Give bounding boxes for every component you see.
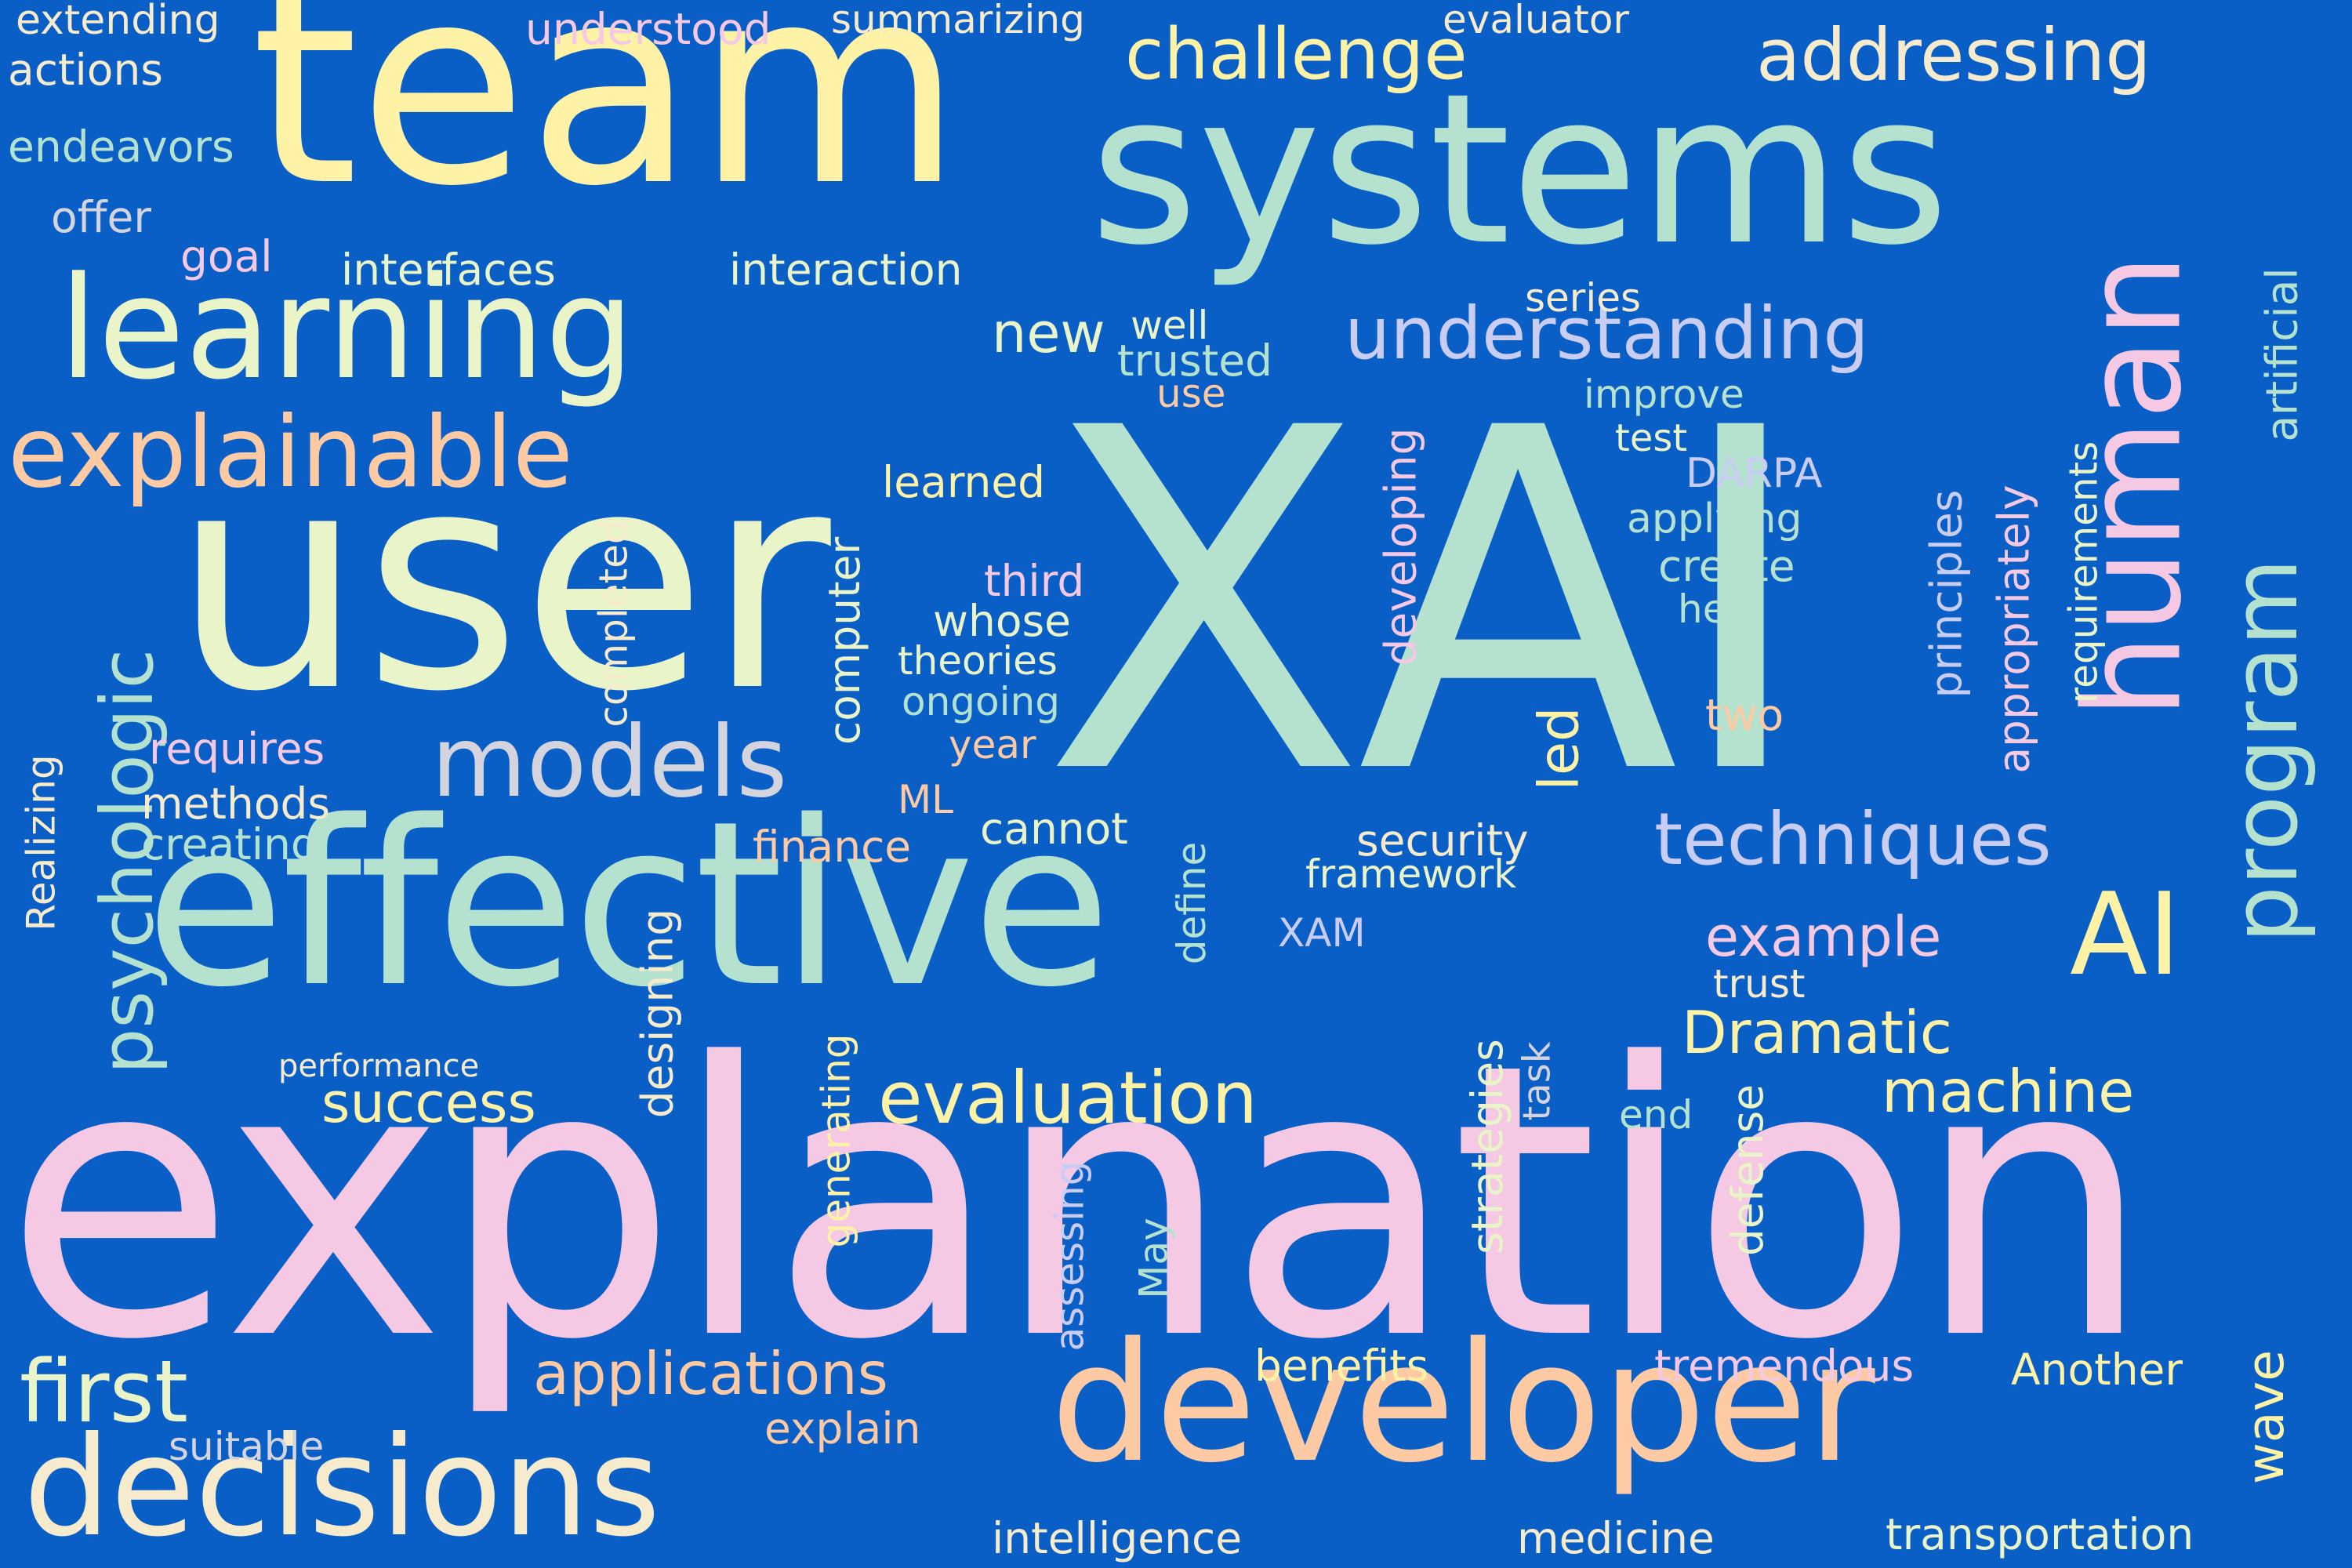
word-completed: completed xyxy=(590,519,637,728)
word-darpa: DARPA xyxy=(1686,450,1823,497)
word-test: test xyxy=(1615,416,1688,460)
word-use: use xyxy=(1156,371,1226,416)
word-led: led xyxy=(1526,706,1592,791)
word-another: Another xyxy=(2011,1345,2183,1395)
word-two: two xyxy=(1705,690,1784,740)
word-explainable: explainable xyxy=(8,396,573,510)
word-challenge: challenge xyxy=(1125,13,1468,96)
word-ml: ML xyxy=(898,777,953,822)
word-year: year xyxy=(949,722,1036,768)
word-explain: explain xyxy=(764,1403,921,1454)
word-define: define xyxy=(1169,841,1215,965)
word-explanation: explanation xyxy=(4,984,2153,1422)
word-appropriately: appropriately xyxy=(1988,485,2039,774)
word-learned: learned xyxy=(882,457,1046,507)
word-computer: computer xyxy=(819,536,870,746)
word-trust: trust xyxy=(1713,961,1806,1007)
word-whose: whose xyxy=(933,596,1071,646)
word-offer: offer xyxy=(51,192,151,242)
word-first: first xyxy=(20,1341,188,1442)
word-success: success xyxy=(321,1071,536,1135)
word-suitable: suitable xyxy=(169,1424,325,1469)
word-create: create xyxy=(1658,541,1795,591)
word-learning: learning xyxy=(59,247,635,411)
word-systems: systems xyxy=(1090,49,1950,291)
word-designing: designing xyxy=(632,908,683,1119)
word-medicine: medicine xyxy=(1517,1513,1715,1563)
word-interfaces: interfaces xyxy=(341,245,556,295)
word-dramatic: Dramatic xyxy=(1682,998,1953,1067)
word-performance: performance xyxy=(278,1048,480,1084)
word-improve: improve xyxy=(1584,372,1744,417)
word-help: help xyxy=(1678,586,1763,632)
word-requirements: requirements xyxy=(2060,441,2107,704)
word-xam: XAM xyxy=(1278,910,1366,956)
word-may: May xyxy=(1131,1218,1177,1299)
word-assessing: assessing xyxy=(1047,1160,1093,1352)
word-interaction: interaction xyxy=(729,245,963,295)
word-ongoing: ongoing xyxy=(902,679,1060,724)
word-decisions: decisions xyxy=(24,1408,661,1567)
word-applying: applying xyxy=(1627,495,1802,543)
word-requires: requires xyxy=(149,724,325,774)
word-endeavors: endeavors xyxy=(8,122,234,172)
word-goal: goal xyxy=(180,231,273,281)
word-machine: machine xyxy=(1882,1057,2135,1126)
word-understanding: understanding xyxy=(1345,292,1869,376)
word-realizing: Realizing xyxy=(18,754,64,931)
word-third: third xyxy=(984,556,1085,606)
word-ai: AI xyxy=(2070,869,2181,1001)
word-principles: principles xyxy=(1921,489,1972,699)
word-finance: finance xyxy=(753,822,912,872)
word-addressing: addressing xyxy=(1756,13,2151,97)
word-strategies: strategies xyxy=(1461,1039,1512,1254)
word-team: team xyxy=(251,0,963,246)
word-summarizing: summarizing xyxy=(831,0,1085,42)
word-task: task xyxy=(1515,1041,1559,1121)
word-new: new xyxy=(992,301,1105,365)
word-techniques: techniques xyxy=(1654,797,2052,881)
word-methods: methods xyxy=(141,779,331,829)
word-understood: understood xyxy=(525,4,771,54)
word-framework: framework xyxy=(1305,851,1517,897)
word-defense: defense xyxy=(1722,1083,1773,1257)
word-theories: theories xyxy=(898,638,1058,684)
word-user: user xyxy=(172,406,831,757)
word-series: series xyxy=(1525,275,1642,321)
word-security: security xyxy=(1356,815,1529,866)
word-effective: effective xyxy=(145,773,1112,1037)
word-models: models xyxy=(431,706,788,819)
word-example: example xyxy=(1705,905,1942,969)
word-well: well xyxy=(1131,303,1209,348)
word-developing: developing xyxy=(1375,427,1426,666)
word-generating: generating xyxy=(813,1033,859,1248)
word-evaluation: evaluation xyxy=(878,1056,1258,1140)
word-extending: extending xyxy=(16,0,220,44)
word-trusted: trusted xyxy=(1117,336,1273,386)
word-end: end xyxy=(1619,1092,1693,1138)
word-benefits: benefits xyxy=(1254,1341,1429,1391)
word-wave: wave xyxy=(2237,1349,2296,1485)
word-applications: applications xyxy=(533,1339,888,1408)
word-developer: developer xyxy=(1051,1307,1875,1499)
word-transportation: transportation xyxy=(1886,1509,2194,1559)
word-cannot: cannot xyxy=(980,804,1128,854)
word-program: program xyxy=(2212,558,2318,943)
word-artificial: artificial xyxy=(2256,267,2307,442)
word-evaluator: evaluator xyxy=(1443,0,1629,42)
word-intelligence: intelligence xyxy=(992,1513,1243,1563)
word-tremendous: tremendous xyxy=(1654,1341,1915,1391)
word-xai: XAI xyxy=(1043,329,1809,877)
word-creating: creating xyxy=(141,819,318,869)
word-actions: actions xyxy=(8,45,163,95)
